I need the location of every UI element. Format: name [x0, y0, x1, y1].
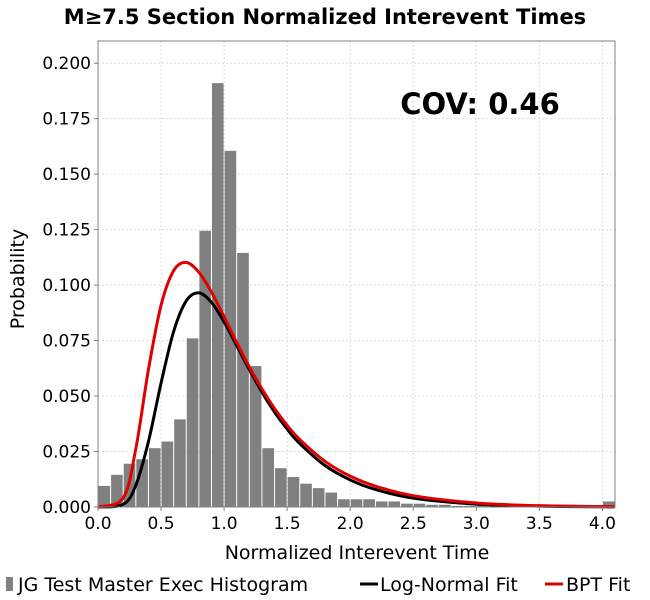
legend-bpt-label: BPT Fit — [566, 574, 630, 596]
x-tick-label: 2.5 — [400, 514, 427, 534]
histogram-bar — [174, 419, 186, 507]
histogram-bar — [199, 230, 211, 507]
x-tick-label: 3.0 — [463, 514, 490, 534]
histogram-bar — [338, 499, 350, 507]
x-tick-label: 0.0 — [84, 514, 111, 534]
x-tick-label: 1.0 — [211, 514, 238, 534]
histogram-bar — [413, 503, 426, 507]
histogram-bars — [98, 83, 615, 508]
legend-histogram-label: JG Test Master Exec Histogram — [17, 574, 308, 596]
plot-frame — [97, 40, 616, 508]
y-axis-label: Probability — [7, 229, 29, 329]
chart-title: M≥7.5 Section Normalized Interevent Time… — [64, 5, 586, 29]
grid — [97, 41, 615, 508]
histogram-bar — [249, 366, 262, 507]
legend-histogram-swatch — [6, 577, 13, 591]
x-axis-ticks: 0.0 0.5 1.0 1.5 2.0 2.5 3.0 3.5 4.0 — [84, 507, 616, 534]
y-tick-label: 0.150 — [42, 165, 91, 185]
bpt-fit-line — [97, 260, 616, 509]
histogram-bar — [98, 485, 111, 507]
histogram-bar — [350, 499, 363, 507]
histogram-bar — [312, 488, 325, 507]
histogram-bar — [426, 504, 438, 507]
x-tick-label: 1.5 — [274, 514, 301, 534]
fit-lines — [97, 260, 616, 509]
histogram-bar — [451, 505, 464, 507]
y-tick-label: 0.050 — [42, 387, 91, 407]
histogram-bar — [211, 83, 224, 508]
y-tick-label: 0.075 — [42, 332, 91, 352]
x-axis-label: Normalized Interevent Time — [225, 542, 490, 564]
y-tick-label: 0.100 — [42, 276, 91, 296]
histogram-bar — [300, 483, 312, 507]
histogram-bar — [136, 459, 148, 507]
x-tick-label: 3.5 — [526, 514, 553, 534]
histogram-bar — [275, 468, 287, 507]
cov-annotation: COV: 0.46 — [400, 87, 560, 121]
y-tick-label: 0.125 — [42, 221, 91, 241]
x-tick-label: 0.5 — [148, 514, 175, 534]
histogram-bar — [464, 505, 476, 507]
histogram-bar — [375, 501, 388, 507]
y-tick-label: 0.175 — [42, 110, 91, 130]
histogram-bar — [602, 501, 615, 507]
histogram-bar — [363, 499, 375, 507]
y-tick-label: 0.025 — [42, 443, 91, 463]
histogram-bar — [388, 501, 401, 507]
legend-lognormal-label: Log-Normal Fit — [380, 574, 518, 596]
histogram-bar — [148, 448, 161, 507]
histogram-bar — [401, 503, 413, 507]
x-tick-label: 2.0 — [337, 514, 364, 534]
histogram-bar — [287, 477, 300, 507]
histogram-bar — [262, 448, 275, 507]
histogram-bar — [438, 504, 451, 507]
histogram-bar — [111, 474, 123, 507]
y-axis-ticks: 0.000 0.025 0.050 0.075 0.100 0.125 0.150 0.175… — [42, 54, 98, 518]
histogram-bar — [186, 338, 199, 507]
histogram-bar — [237, 252, 249, 507]
x-tick-label: 4.0 — [589, 514, 616, 534]
histogram-bar — [476, 505, 489, 507]
legend: JG Test Master Exec Histogram Log-Normal… — [6, 574, 630, 596]
y-tick-label: 0.200 — [42, 54, 91, 74]
y-tick-label: 0.000 — [42, 498, 91, 518]
histogram-bar — [325, 492, 338, 507]
histogram-bar — [161, 441, 174, 507]
